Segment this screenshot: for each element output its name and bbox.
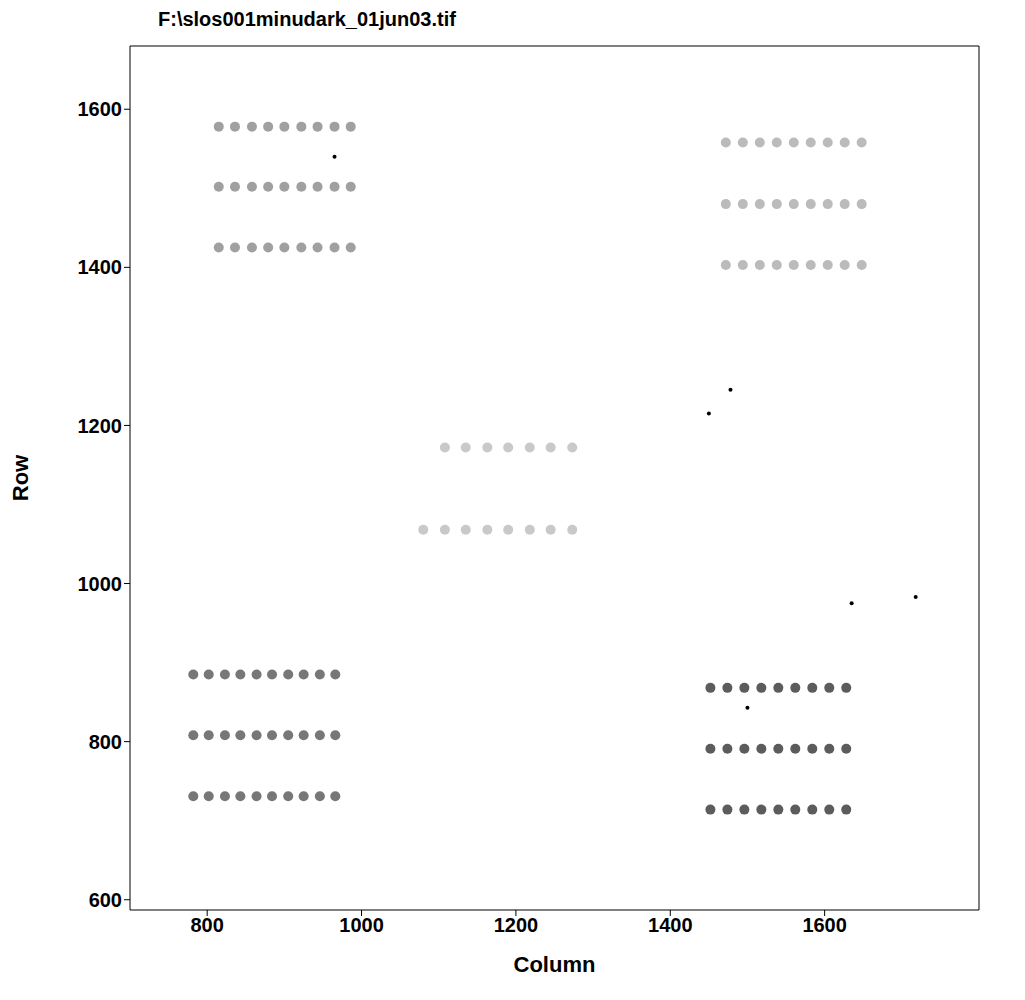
svg-text:1200: 1200 — [78, 415, 123, 437]
svg-text:800: 800 — [89, 731, 122, 753]
svg-text:1200: 1200 — [494, 914, 539, 936]
svg-text:1600: 1600 — [78, 98, 123, 120]
svg-text:Column: Column — [514, 952, 596, 977]
svg-text:600: 600 — [89, 889, 122, 911]
svg-text:1400: 1400 — [648, 914, 693, 936]
svg-text:1000: 1000 — [339, 914, 384, 936]
svg-text:Row: Row — [8, 454, 33, 501]
svg-text:1000: 1000 — [78, 573, 123, 595]
svg-text:800: 800 — [190, 914, 223, 936]
svg-text:1600: 1600 — [802, 914, 847, 936]
svg-text:1400: 1400 — [78, 256, 123, 278]
html-text:F:\slos001minudark_01jun03.tif: F:\slos001minudark_01jun03.tif — [158, 8, 456, 30]
